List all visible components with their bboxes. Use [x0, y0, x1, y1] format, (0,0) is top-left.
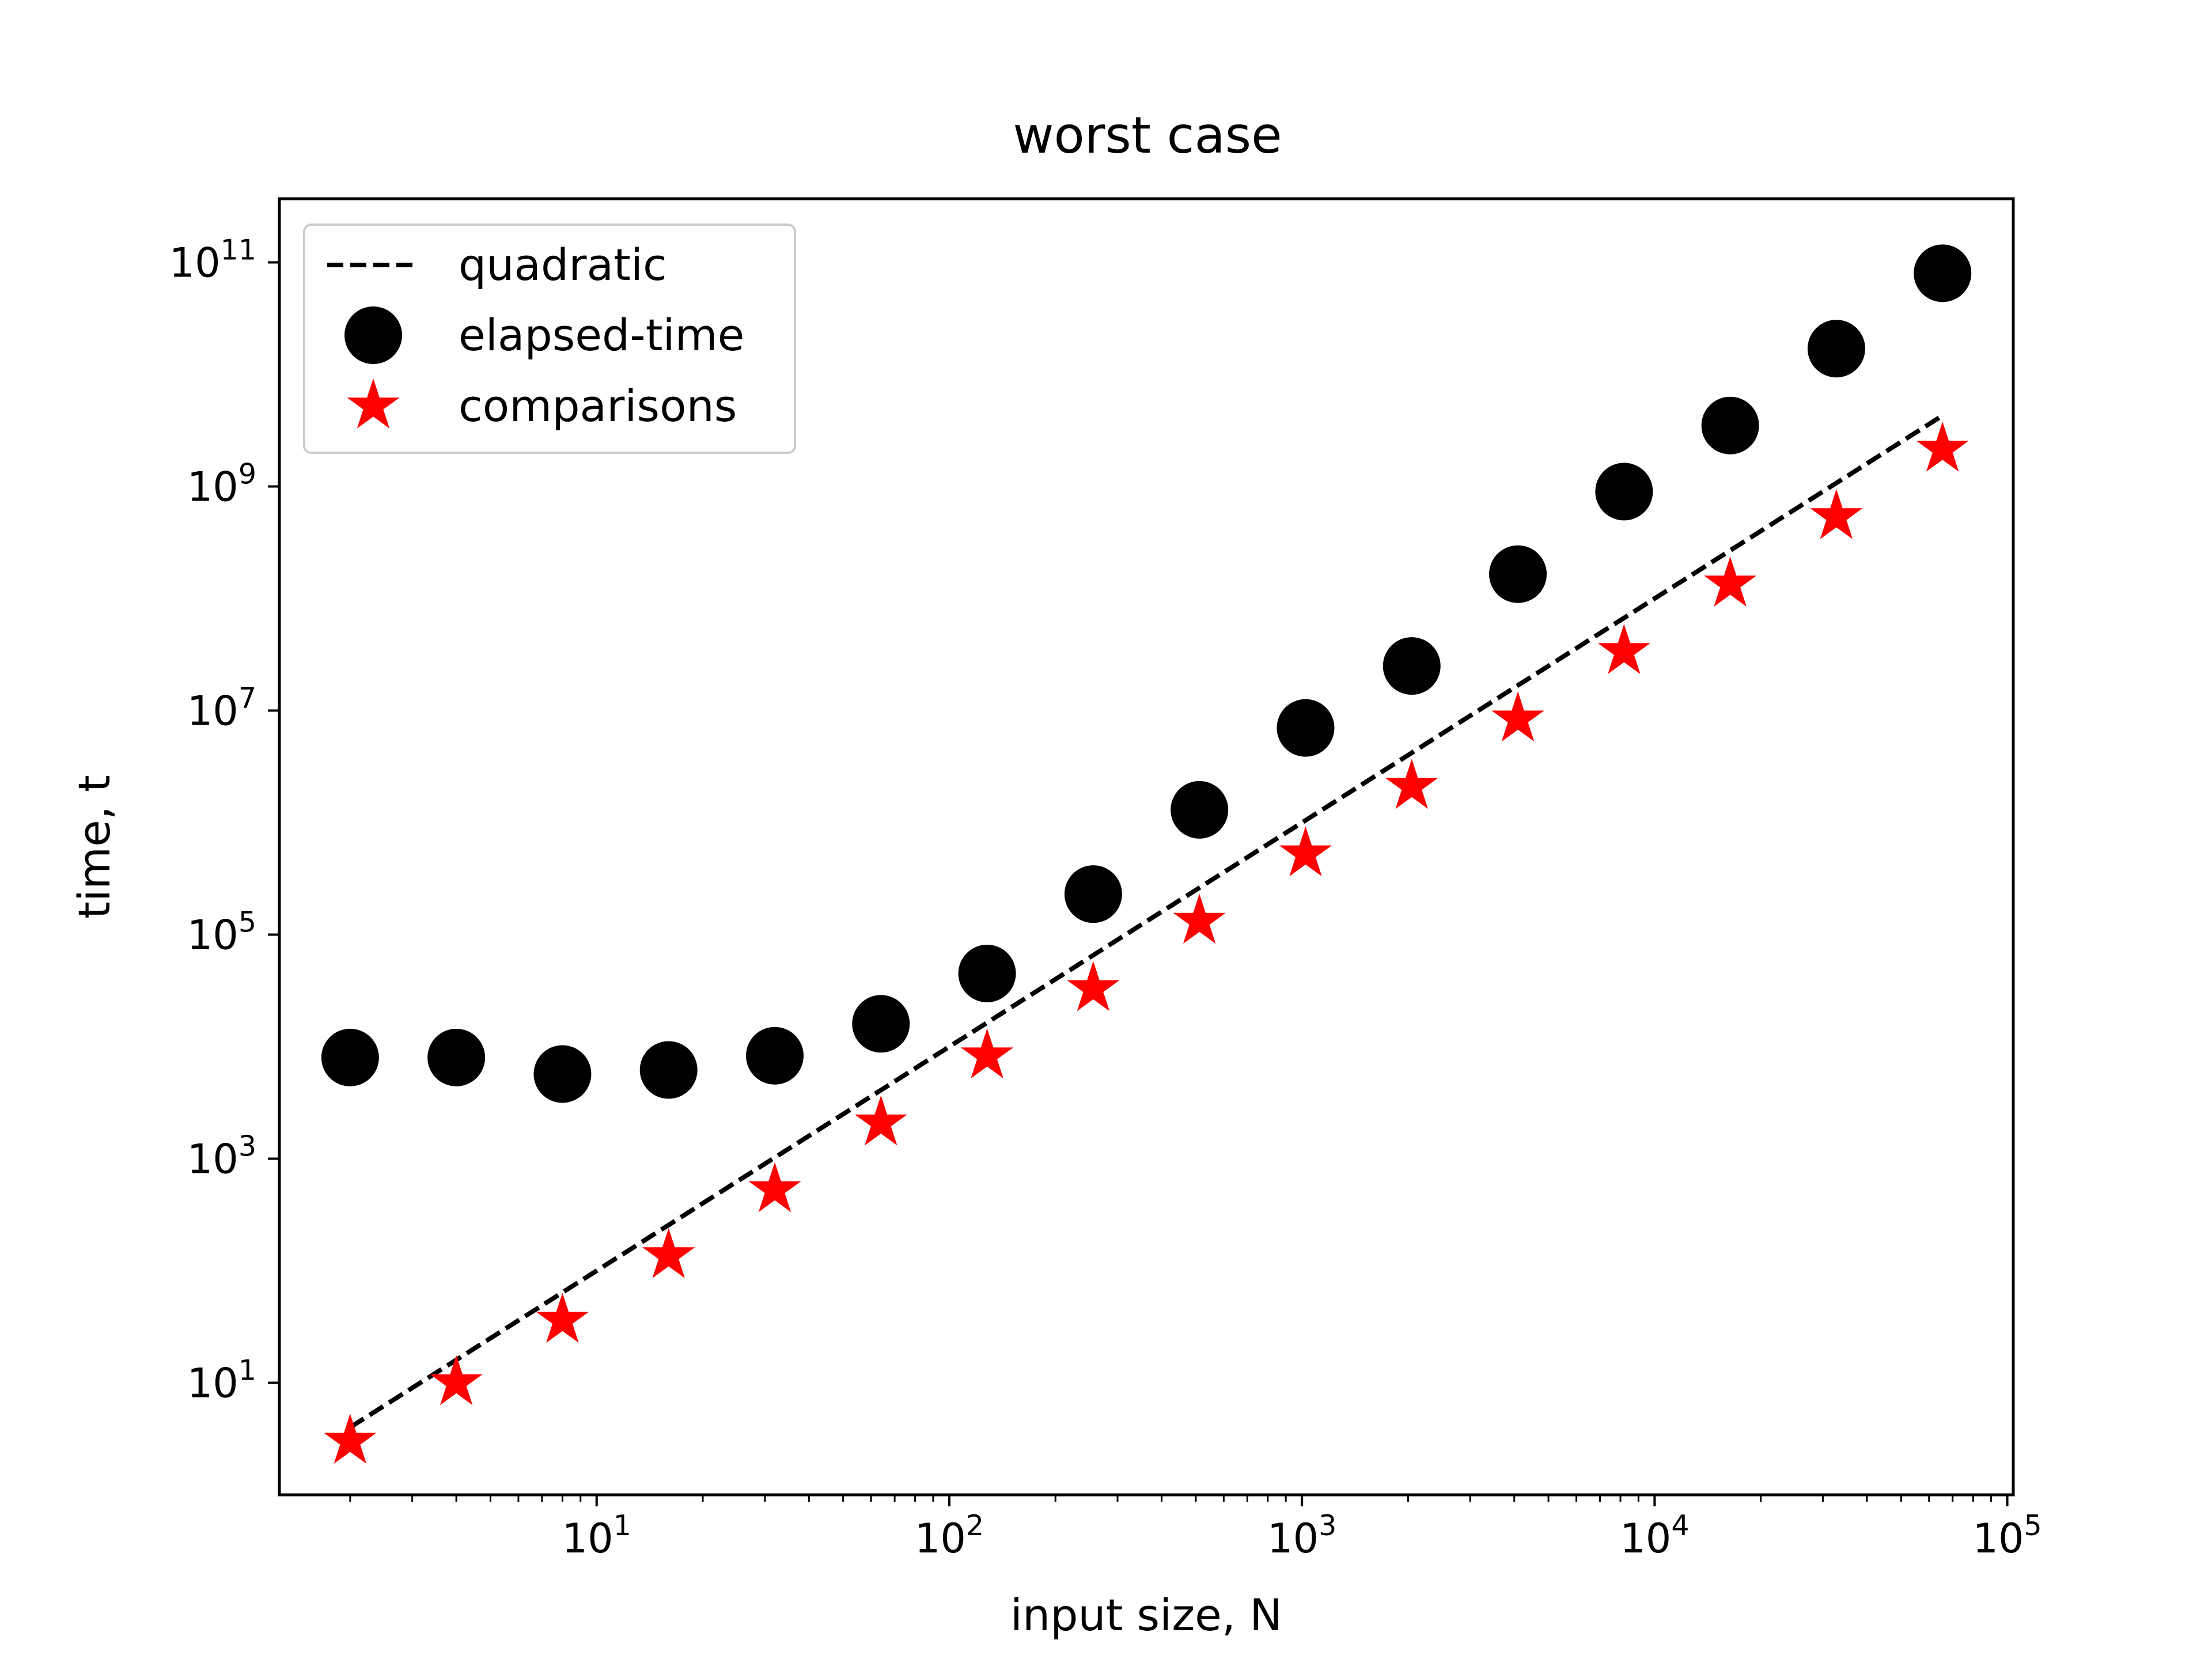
data-point-elapsed-time: [1064, 865, 1122, 923]
data-point-elapsed-time: [1171, 781, 1229, 839]
data-point-comparisons: [960, 1028, 1014, 1078]
y-tick-label: 101: [187, 1354, 256, 1407]
data-point-elapsed-time: [1595, 463, 1653, 521]
y-axis-label: time, t: [69, 775, 120, 919]
x-axis-label: input size, N: [1010, 1589, 1282, 1641]
data-point-elapsed-time: [1489, 545, 1547, 603]
data-point-elapsed-time: [321, 1028, 379, 1086]
legend-label: quadratic: [459, 239, 667, 290]
data-point-comparisons: [1491, 691, 1544, 742]
y-tick-label: 109: [187, 458, 256, 511]
data-point-elapsed-time: [746, 1027, 804, 1085]
plot-frame: [278, 197, 2015, 1497]
legend-box: [303, 224, 796, 454]
data-point-comparisons: [1704, 556, 1757, 607]
legend-swatch-comparisons: [347, 378, 400, 429]
data-point-elapsed-time: [852, 995, 910, 1053]
data-point-elapsed-time: [958, 944, 1016, 1002]
data-point-comparisons: [1067, 961, 1120, 1012]
x-tick-label: 101: [562, 1509, 631, 1562]
x-tick-label: 102: [915, 1509, 984, 1562]
data-point-comparisons: [1173, 893, 1226, 944]
data-point-elapsed-time: [639, 1041, 698, 1099]
data-point-comparisons: [748, 1162, 801, 1213]
x-tick-label: 104: [1620, 1509, 1689, 1562]
x-tick-label: 105: [1972, 1509, 2041, 1562]
data-point-elapsed-time: [1701, 396, 1759, 454]
legend-label: comparisons: [459, 380, 737, 431]
legend-swatch-elapsed-time: [344, 306, 402, 364]
y-tick-label: 105: [187, 906, 256, 959]
x-axis: 101 102 103 104 105: [349, 1495, 2042, 1562]
data-point-comparisons: [1597, 624, 1650, 675]
chart-title: worst case: [1013, 106, 1282, 165]
x-tick-label: 103: [1267, 1509, 1336, 1562]
data-point-elapsed-time: [1382, 637, 1441, 695]
data-point-comparisons: [430, 1355, 483, 1406]
data-point-comparisons: [854, 1095, 907, 1146]
y-tick-label: 1011: [169, 234, 256, 287]
plot-marks: [321, 244, 1972, 1464]
data-point-elapsed-time: [427, 1028, 486, 1086]
y-axis: 101 103 105 107 109 1011: [169, 234, 279, 1407]
data-point-elapsed-time: [533, 1045, 592, 1103]
data-point-comparisons: [536, 1293, 589, 1343]
legend: quadratic elapsed-time comparisons: [303, 224, 796, 454]
y-tick-label: 107: [187, 682, 256, 735]
data-point-comparisons: [1385, 759, 1438, 809]
data-point-elapsed-time: [1807, 320, 1865, 378]
series-line-quadratic: [349, 414, 1944, 1430]
data-point-comparisons: [642, 1228, 695, 1278]
data-point-comparisons: [1810, 489, 1863, 539]
y-tick-label: 103: [187, 1130, 256, 1183]
data-point-comparisons: [1916, 422, 1969, 472]
legend-label: elapsed-time: [459, 309, 744, 361]
data-point-elapsed-time: [1914, 244, 1972, 302]
data-point-comparisons: [1279, 826, 1332, 877]
data-point-elapsed-time: [1277, 699, 1335, 757]
data-point-comparisons: [324, 1414, 377, 1464]
